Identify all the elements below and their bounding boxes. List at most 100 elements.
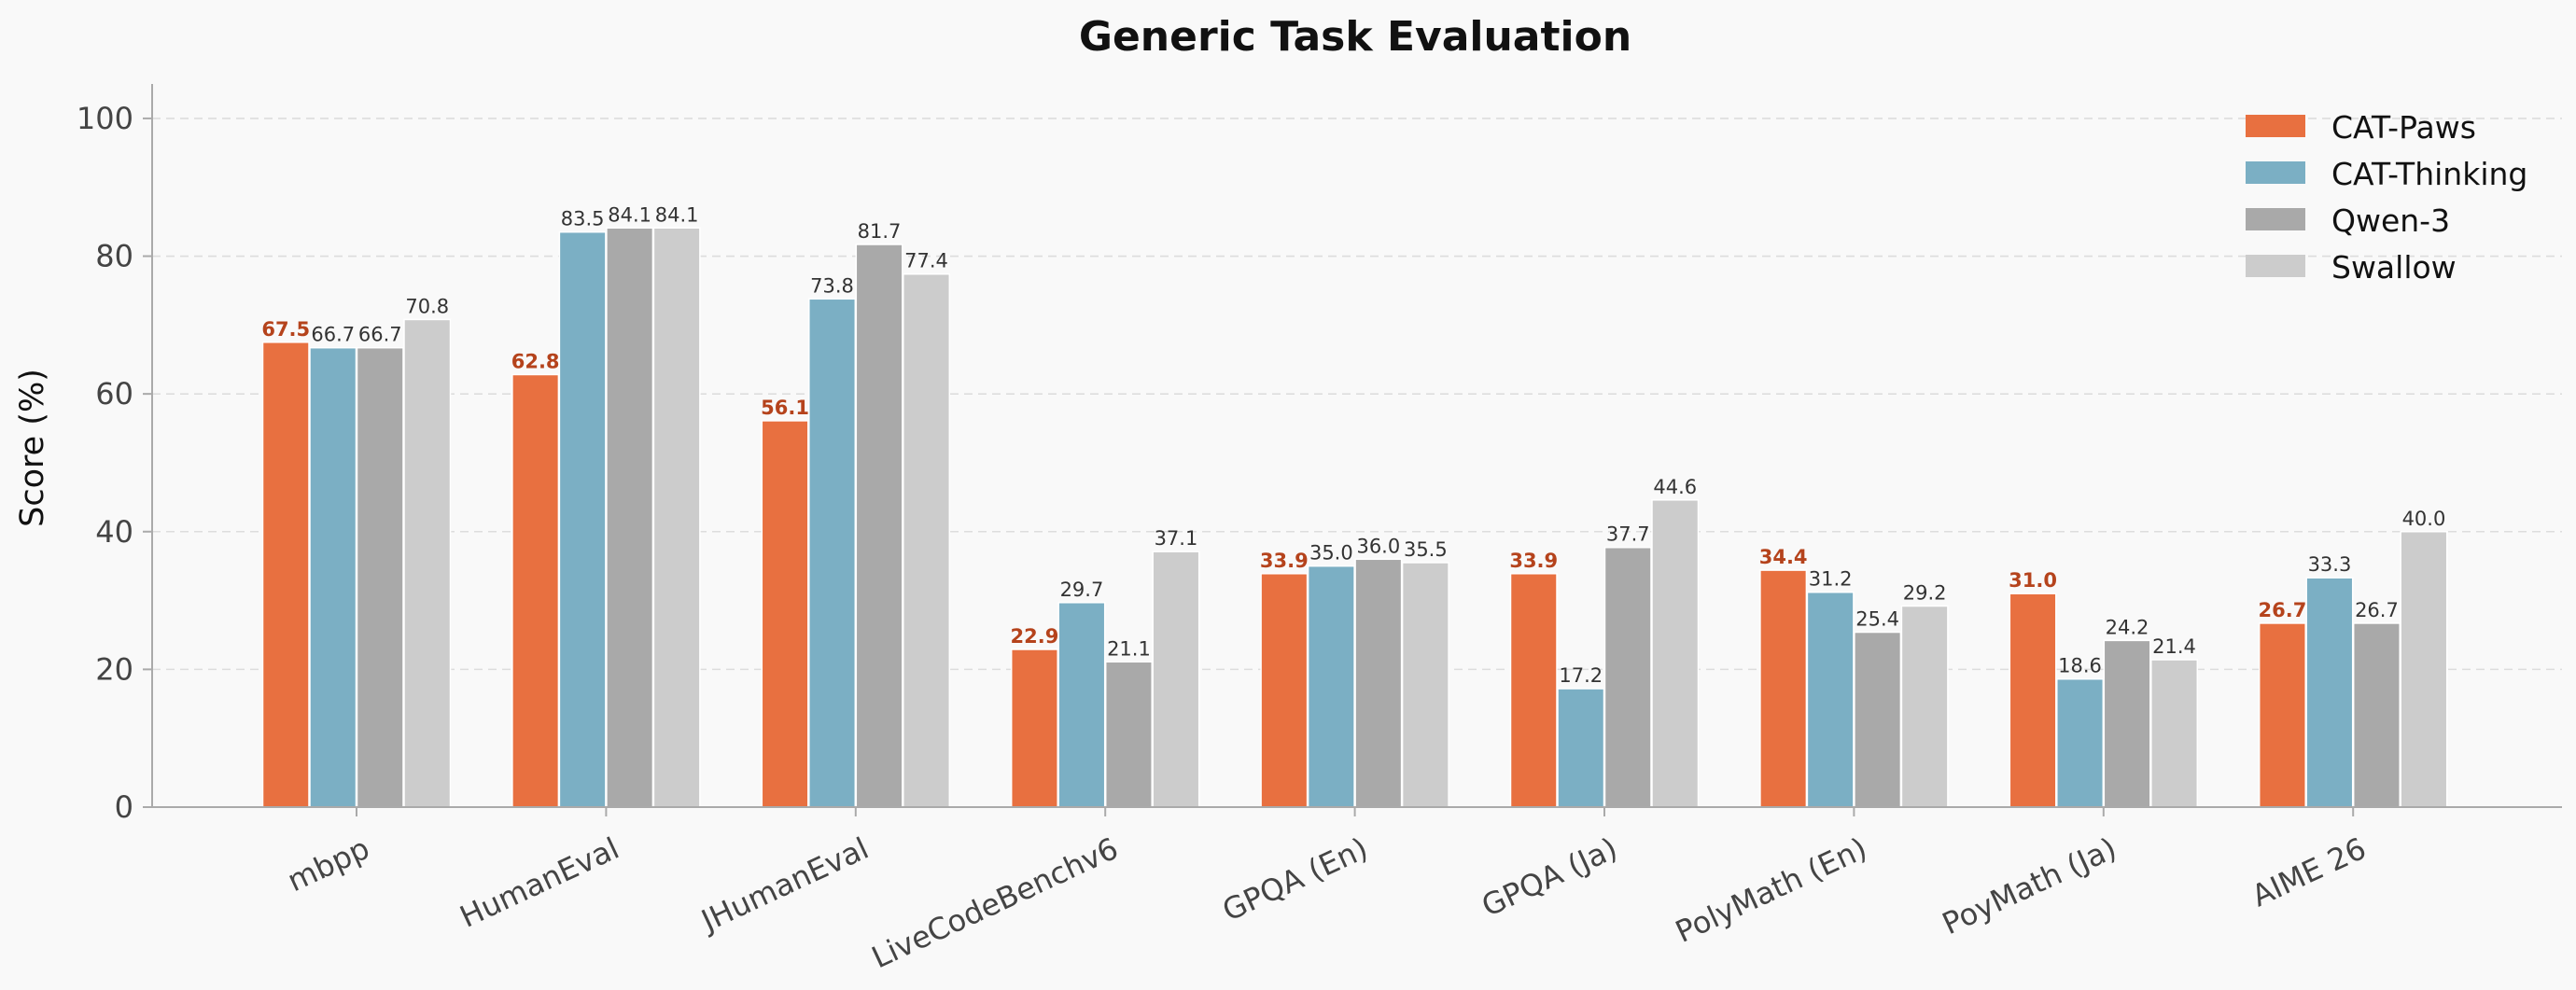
legend-label-swallow[interactable]: Swallow: [2331, 249, 2457, 286]
bar-cat-paws[interactable]: [1260, 573, 1309, 808]
data-label: 24.2: [2106, 616, 2149, 638]
legend-swatch-cat-paws[interactable]: [2246, 115, 2305, 137]
bar-qwen-3[interactable]: [855, 244, 903, 808]
bar-cat-paws[interactable]: [261, 342, 310, 808]
bar-swallow[interactable]: [1152, 551, 1200, 808]
bar-swallow[interactable]: [2400, 531, 2448, 808]
bar-cat-thinking[interactable]: [1806, 591, 1855, 808]
data-label: 44.6: [1653, 476, 1697, 498]
data-label: 26.7: [2259, 599, 2307, 621]
bar-cat-thinking[interactable]: [309, 346, 357, 808]
bar-cat-paws[interactable]: [761, 420, 809, 808]
bar-swallow[interactable]: [903, 272, 951, 808]
bar-cat-thinking[interactable]: [2056, 677, 2105, 808]
x-tick-label: AIME 26: [2247, 830, 2372, 913]
bar-qwen-3[interactable]: [2103, 639, 2151, 808]
data-label: 22.9: [1011, 625, 1059, 648]
x-tick-label: PoyMath (Ja): [1937, 830, 2121, 941]
x-tick-label: HumanEval: [455, 830, 624, 935]
data-label: 25.4: [1855, 608, 1899, 631]
chart-title: Generic Task Evaluation: [1079, 13, 1631, 61]
data-label: 29.7: [1060, 579, 1104, 601]
bar-qwen-3[interactable]: [606, 227, 654, 808]
bar-cat-paws[interactable]: [2258, 622, 2306, 808]
bar-cat-thinking[interactable]: [1307, 565, 1355, 808]
x-tick-label: PolyMath (En): [1670, 830, 1872, 950]
data-label: 77.4: [904, 250, 948, 272]
bar-qwen-3[interactable]: [1354, 558, 1403, 808]
data-label: 66.7: [311, 324, 355, 346]
bar-qwen-3[interactable]: [1854, 631, 1902, 808]
y-tick-label: 60: [95, 376, 133, 411]
data-label: 31.0: [2009, 569, 2057, 592]
data-label: 29.2: [1903, 581, 1947, 604]
bar-cat-thinking[interactable]: [808, 298, 857, 808]
data-label: 81.7: [858, 220, 902, 243]
data-label: 73.8: [810, 274, 854, 297]
bar-swallow[interactable]: [1900, 605, 1949, 808]
legend[interactable]: CAT-Paws CAT-Thinking Qwen-3 Swallow: [2246, 109, 2527, 286]
bar-cat-thinking[interactable]: [1557, 688, 1605, 808]
bar-cat-thinking[interactable]: [2305, 577, 2354, 808]
data-label: 26.7: [2355, 599, 2399, 621]
bar-cat-paws[interactable]: [2009, 593, 2057, 808]
bar-cat-paws[interactable]: [511, 373, 560, 808]
bar-qwen-3[interactable]: [1104, 661, 1153, 808]
data-label: 40.0: [2402, 508, 2446, 530]
bars: [261, 227, 2448, 808]
data-labels: 67.5 66.7 66.770.862.883.5 84.1 84.156.173.8…: [261, 203, 2445, 687]
x-tick-label: LiveCodeBenchv6: [866, 830, 1124, 975]
x-tick-label: JHumanEval: [694, 830, 874, 940]
x-tick-label: GPQA (En): [1217, 830, 1373, 928]
data-label: 36.0: [1356, 535, 1400, 557]
data-label: 62.8: [511, 350, 560, 372]
data-label: 84.1: [608, 203, 651, 226]
y-tick-label: 20: [95, 651, 133, 687]
bar-swallow[interactable]: [2150, 659, 2199, 808]
data-label: 34.4: [1759, 546, 1808, 568]
bar-qwen-3[interactable]: [2352, 622, 2401, 808]
bar-cat-thinking[interactable]: [1057, 602, 1106, 808]
x-tick-label: mbpp: [282, 830, 375, 899]
y-axis-label: Score (%): [14, 369, 51, 527]
data-label: 67.5: [261, 318, 310, 341]
bar-cat-paws[interactable]: [1509, 573, 1558, 808]
data-label: 35.5: [1404, 538, 1448, 561]
bar-cat-paws[interactable]: [1759, 569, 1808, 808]
data-label: 83.5: [561, 208, 605, 230]
y-tick-label: 40: [95, 514, 133, 550]
legend-swatch-swallow[interactable]: [2246, 255, 2305, 277]
y-tick-label: 80: [95, 239, 133, 274]
bar-swallow[interactable]: [652, 227, 701, 808]
data-label: 70.8: [405, 295, 449, 317]
bar-cat-thinking[interactable]: [558, 230, 607, 808]
data-label: 56.1: [761, 397, 809, 419]
legend-swatch-qwen-3[interactable]: [2246, 208, 2305, 230]
bar-qwen-3[interactable]: [356, 346, 404, 808]
data-label: 66.7: [358, 324, 402, 346]
legend-label-cat-paws[interactable]: CAT-Paws: [2331, 109, 2476, 146]
legend-swatch-cat-thinking[interactable]: [2246, 161, 2305, 184]
bar-cat-paws[interactable]: [1010, 648, 1058, 808]
data-label: 33.9: [1260, 550, 1309, 572]
y-tick-label: 0: [115, 789, 133, 825]
data-label: 17.2: [1559, 664, 1603, 687]
data-label: 35.0: [1309, 542, 1353, 565]
bar-swallow[interactable]: [403, 318, 452, 808]
data-label: 37.7: [1606, 523, 1650, 546]
data-label: 37.1: [1155, 527, 1198, 550]
data-label: 18.6: [2058, 655, 2102, 677]
y-tick-label: 100: [77, 101, 133, 136]
data-label: 33.9: [1509, 550, 1558, 572]
data-label: 31.2: [1809, 568, 1853, 591]
legend-label-qwen-3[interactable]: Qwen-3: [2331, 202, 2450, 239]
bar-qwen-3[interactable]: [1603, 546, 1652, 808]
bar-swallow[interactable]: [1401, 562, 1449, 808]
data-label: 21.1: [1107, 637, 1151, 660]
x-tick-label: GPQA (Ja): [1477, 830, 1623, 924]
legend-label-cat-thinking[interactable]: CAT-Thinking: [2331, 156, 2527, 192]
bar-swallow[interactable]: [1651, 499, 1700, 808]
data-label: 21.4: [2152, 635, 2196, 658]
data-label: 33.3: [2308, 553, 2352, 576]
